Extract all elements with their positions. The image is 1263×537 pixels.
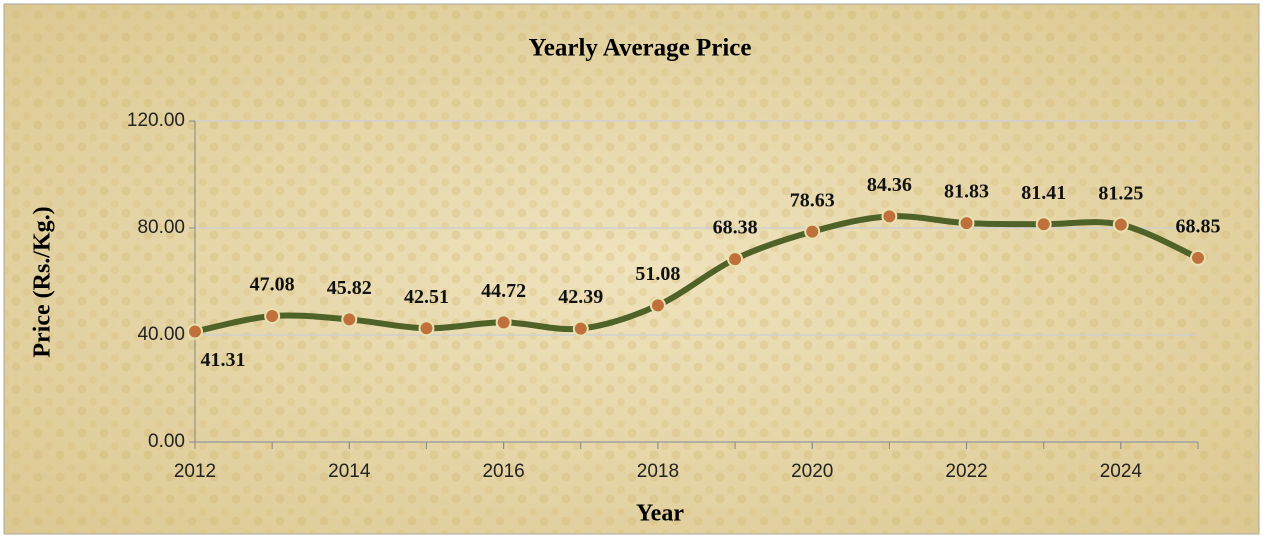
x-tick-label: 2020 [791, 461, 833, 482]
y-tick-label: 80.00 [137, 217, 185, 238]
marker [497, 315, 511, 329]
x-tick-label: 2016 [482, 461, 524, 482]
marker [651, 298, 665, 312]
data-label: 51.08 [635, 263, 680, 285]
x-axis-label: Year [636, 501, 684, 527]
marker [882, 209, 896, 223]
marker [574, 322, 588, 336]
texture [4, 4, 1259, 534]
marker [960, 216, 974, 230]
data-label: 68.38 [713, 217, 758, 239]
marker [188, 324, 202, 338]
x-tick-label: 2018 [637, 461, 679, 482]
chart-title: Yearly Average Price [528, 35, 751, 62]
y-tick-label: 120.00 [127, 110, 185, 131]
x-tick-label: 2014 [328, 461, 371, 482]
marker [1037, 217, 1051, 231]
data-label: 81.83 [944, 181, 989, 203]
y-tick-label: 40.00 [137, 324, 185, 345]
data-label: 81.41 [1021, 182, 1066, 204]
data-label: 78.63 [790, 189, 835, 211]
marker [419, 321, 433, 335]
x-tick-label: 2022 [945, 461, 987, 482]
data-label: 44.72 [481, 280, 526, 302]
marker [1191, 251, 1205, 265]
x-tick-label: 2024 [1100, 461, 1143, 482]
y-axis-label: Price (Rs./Kg.) [30, 206, 56, 357]
marker [265, 309, 279, 323]
y-tick-label: 0.00 [148, 431, 185, 452]
marker [805, 225, 819, 239]
page: {"chart_data": {"type": "line", "title":… [0, 0, 1263, 537]
data-label: 42.51 [404, 286, 449, 308]
marker [342, 312, 356, 326]
data-label: 84.36 [867, 174, 912, 196]
data-label: 68.85 [1176, 215, 1221, 237]
data-label: 47.08 [250, 274, 295, 296]
data-label: 41.31 [201, 349, 246, 371]
data-label: 81.25 [1098, 182, 1143, 204]
data-label: 42.39 [558, 286, 603, 308]
x-tick-label: 2012 [174, 461, 216, 482]
data-label: 45.82 [327, 277, 372, 299]
marker [728, 252, 742, 266]
chart: Yearly Average Price Year Price (Rs./Kg.… [0, 0, 1263, 537]
marker [1114, 218, 1128, 232]
